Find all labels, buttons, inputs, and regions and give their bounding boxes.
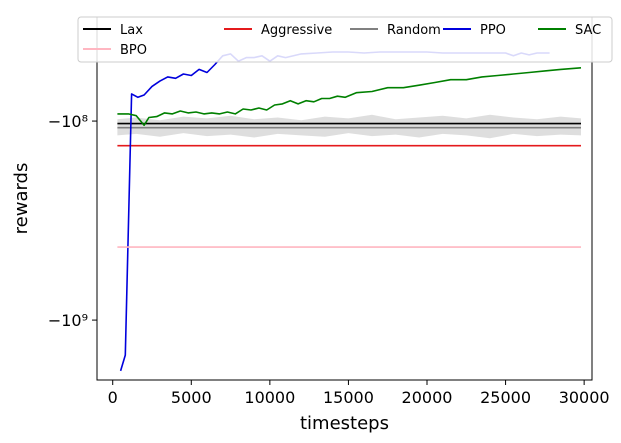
x-tick-label: 25000 [480, 388, 531, 407]
x-tick-label: 20000 [402, 388, 453, 407]
x-tick-label: 5000 [171, 388, 212, 407]
x-tick-label: 15000 [323, 388, 374, 407]
x-tick-label: 10000 [244, 388, 295, 407]
series-line-ppo [119, 51, 550, 372]
x-axis-label: timesteps [300, 413, 389, 434]
legend-label-ppo: PPO [480, 23, 506, 38]
x-tick-label: 30000 [559, 388, 610, 407]
legend-label-bpo: BPO [120, 43, 147, 58]
y-tick-label: −10⁸ [48, 112, 88, 131]
legend-label-lax: Lax [120, 23, 143, 38]
series-line-sac [117, 67, 582, 127]
plot-frame [96, 16, 593, 381]
legend-label-sac: SAC [575, 23, 601, 38]
y-axis-label: rewards [11, 163, 32, 235]
band-layer [117, 114, 582, 139]
y-axis-ticks: −10⁸ −10⁹ [48, 112, 97, 330]
y-tick-label: −10⁹ [48, 311, 88, 330]
series-band-random [117, 114, 582, 139]
x-axis-ticks: 0 5000 10000 15000 20000 25000 30000 [108, 380, 610, 407]
legend-box [77, 16, 613, 63]
legend-label-random: Random [387, 23, 441, 38]
x-tick-label: 0 [108, 388, 118, 407]
legend-label-aggressive: Aggressive [261, 23, 332, 38]
legend: Lax Aggressive Random PPO SAC BPO [77, 16, 613, 63]
series-layer [117, 51, 582, 372]
